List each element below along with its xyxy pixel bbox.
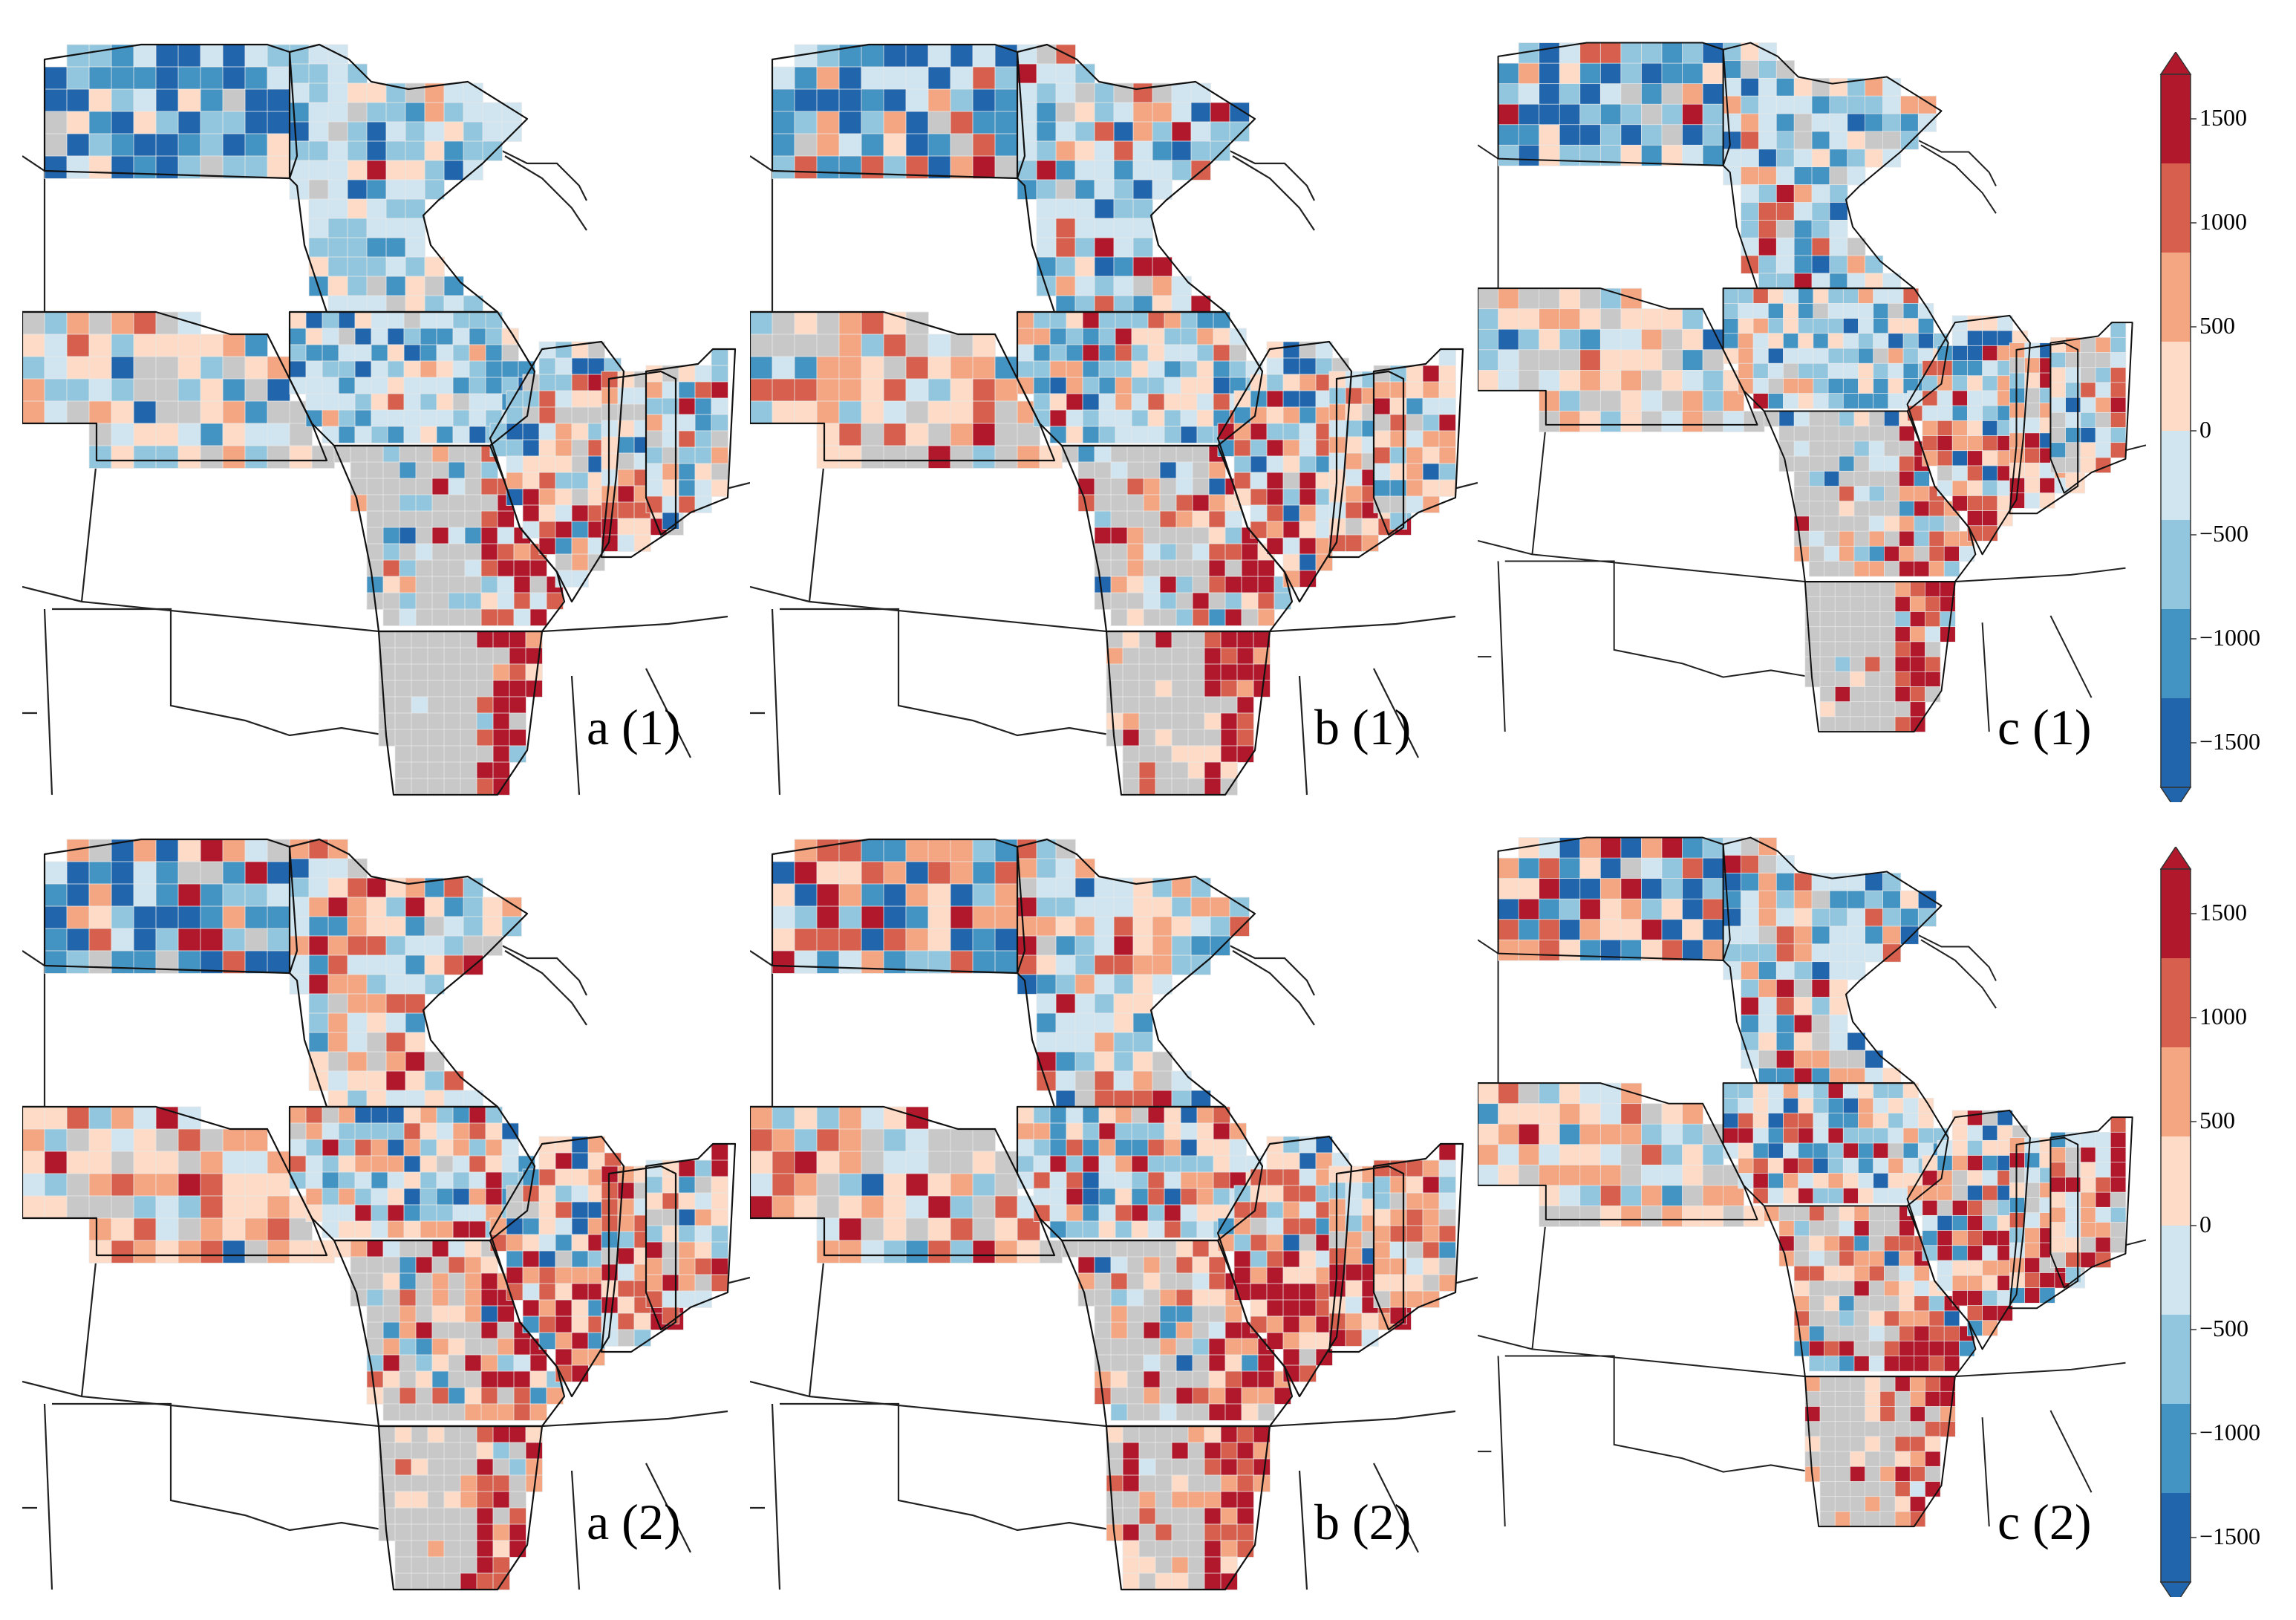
colorbar-max-arrow xyxy=(2159,51,2192,75)
colorbar-bin xyxy=(2161,74,2191,163)
map-panel-b2: b (2) xyxy=(750,817,1478,1604)
colorbar-tick-label: −500 xyxy=(2199,1315,2249,1341)
colorbar-bin xyxy=(2161,253,2191,342)
colorbar-bin xyxy=(2161,342,2191,431)
map-b1 xyxy=(750,43,1478,796)
colorbar-bin xyxy=(2161,1404,2191,1493)
colorbar-tick-label: 1000 xyxy=(2199,208,2247,235)
colorbar-bin xyxy=(2161,869,2191,958)
colorbar-bin xyxy=(2161,163,2191,253)
colorbar-bin xyxy=(2161,698,2191,787)
colorbar-bin xyxy=(2161,609,2191,698)
colorbar-bin xyxy=(2161,520,2191,609)
colorbar-bin xyxy=(2161,431,2191,520)
colorbar-tick-label: 1500 xyxy=(2199,899,2247,926)
colorbar-tick-label: −1500 xyxy=(2199,728,2261,755)
colorbar-bin xyxy=(2161,1315,2191,1404)
map-panel-c2: c (2) xyxy=(1478,817,2146,1604)
colorbar-bottom: 1500 1000 500 0 −500 −1000 −1500 xyxy=(2153,845,2295,1606)
map-c2 xyxy=(1478,836,2146,1528)
map-panel-c1: c (1) xyxy=(1478,22,2146,810)
panel-label-c1: c (1) xyxy=(1997,699,2092,755)
colorbar-tick-label: 500 xyxy=(2199,1107,2235,1133)
colorbar-top: 1500 1000 500 0 −500 −1000 −1500 xyxy=(2153,51,2295,811)
colorbar-tick-label: 0 xyxy=(2199,1211,2211,1237)
map-panel-a2: a (2) xyxy=(22,817,750,1604)
colorbar-bin xyxy=(2161,1226,2191,1315)
panel-label-a1: a (1) xyxy=(587,699,681,755)
colorbar-tick-label: 0 xyxy=(2199,416,2211,443)
colorbar-top-svg xyxy=(2159,51,2196,811)
colorbar-tick-label: −1000 xyxy=(2199,1419,2261,1445)
colorbar-tick-label: −1500 xyxy=(2199,1523,2261,1549)
map-c1 xyxy=(1478,42,2146,733)
colorbar-bottom-svg xyxy=(2159,845,2196,1606)
panel-label-b1: b (1) xyxy=(1314,699,1412,755)
map-a2 xyxy=(22,838,750,1591)
map-b2 xyxy=(750,838,1478,1591)
colorbar-bin xyxy=(2161,1047,2191,1136)
colorbar-min-arrow xyxy=(2159,787,2192,811)
colorbar-min-arrow xyxy=(2159,1581,2192,1606)
colorbar-tick-label: 1000 xyxy=(2199,1003,2247,1029)
panel-label-a2: a (2) xyxy=(587,1494,681,1550)
map-panel-b1: b (1) xyxy=(750,22,1478,810)
colorbar-bin xyxy=(2161,1136,2191,1226)
map-panel-a1: a (1) xyxy=(22,22,750,810)
colorbar-max-arrow xyxy=(2159,845,2192,870)
panel-label-b2: b (2) xyxy=(1314,1494,1412,1550)
colorbar-bin xyxy=(2161,958,2191,1047)
panel-label-c2: c (2) xyxy=(1997,1494,2092,1550)
colorbar-tick-label: 1500 xyxy=(2199,104,2247,131)
colorbar-tick-label: −500 xyxy=(2199,520,2249,547)
colorbar-tick-label: −1000 xyxy=(2199,624,2261,651)
colorbar-bin xyxy=(2161,1493,2191,1582)
colorbar-tick-label: 500 xyxy=(2199,312,2235,339)
map-a1 xyxy=(22,43,750,796)
